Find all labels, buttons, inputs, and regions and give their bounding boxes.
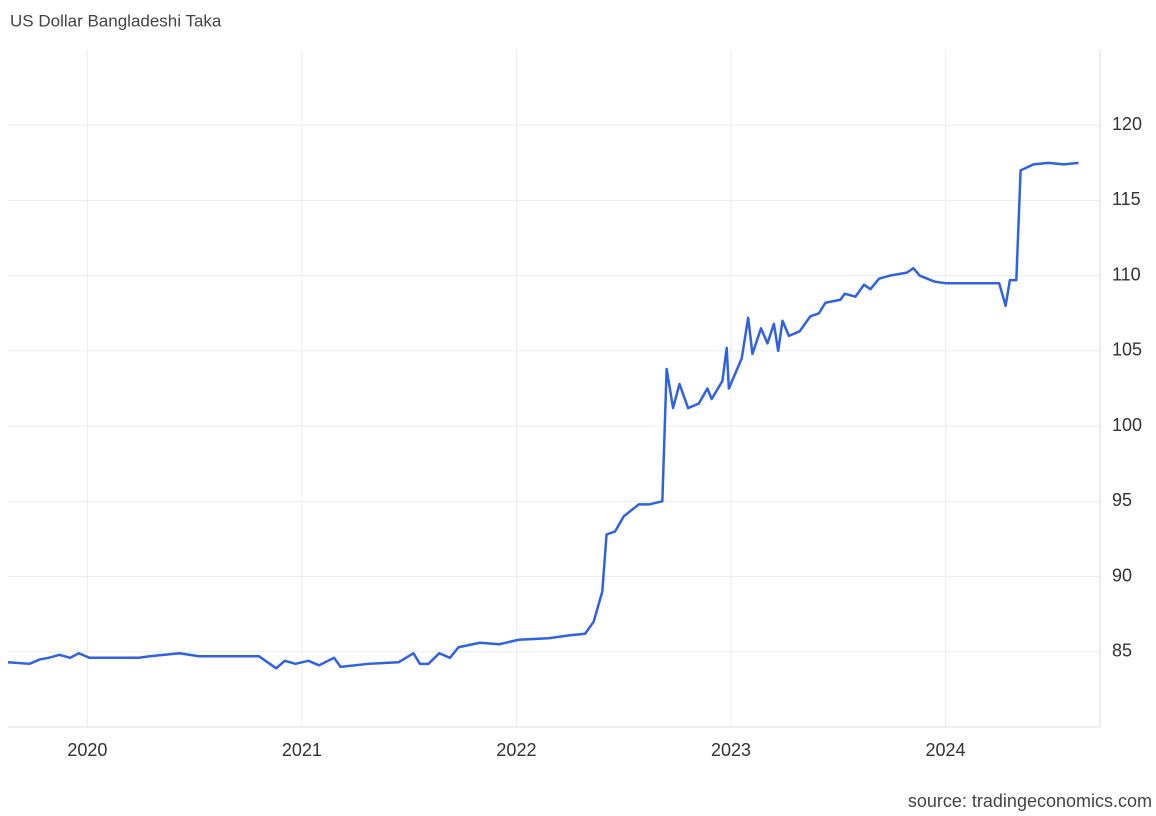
data-line [7,161,1079,670]
y-tick-label: 115 [1112,189,1141,209]
y-tick-label: 110 [1112,264,1141,284]
y-tick-label: 100 [1112,415,1142,435]
x-tick-label: 2022 [496,740,536,760]
y-tick-label: 90 [1112,565,1132,585]
x-tick-label: 2021 [282,740,322,760]
y-tick-label: 85 [1112,641,1132,661]
chart-title: US Dollar Bangladeshi Taka [10,11,222,30]
x-tick-label: 2024 [926,740,966,760]
source: source: tradingeconomics.com [908,791,1152,811]
y-tick-label: 105 [1112,340,1142,360]
y-tick-label: 120 [1112,114,1142,134]
x-tick-label: 2023 [711,740,751,760]
y-tick-label: 95 [1112,490,1132,510]
x-tick-label: 2020 [67,740,107,760]
